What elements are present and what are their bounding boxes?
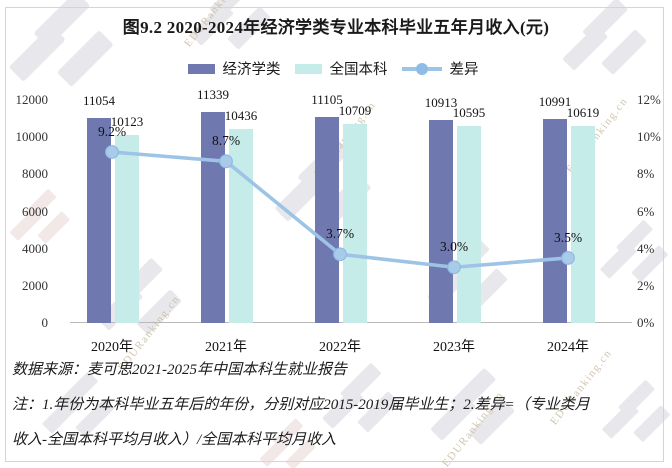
bar-economics <box>429 120 453 323</box>
legend: 经济学类 全国本科 差异 <box>0 58 672 79</box>
bar-national <box>343 123 367 323</box>
legend-swatch-economics <box>187 63 215 74</box>
legend-label-economics: 经济学类 <box>222 62 281 78</box>
bar-economics <box>315 116 339 323</box>
legend-swatch-diff <box>401 62 442 75</box>
diff-point-label: 3.7% <box>325 226 355 242</box>
bar-national <box>571 125 595 323</box>
bar-value-national: 10619 <box>566 104 600 120</box>
bar-value-economics: 10991 <box>538 93 572 109</box>
x-axis-label: 2024年 <box>547 340 589 355</box>
bar-economics <box>543 118 567 323</box>
legend-marker-dot <box>415 62 428 75</box>
bar-national <box>115 134 139 323</box>
bar-value-national: 10709 <box>338 102 372 118</box>
bar-value-economics: 11054 <box>82 92 116 108</box>
x-axis-label: 2023年 <box>433 340 475 355</box>
y-axis-left-tick: 2000 <box>22 277 48 293</box>
bar-value-national: 10436 <box>224 108 258 124</box>
footnote-line1: 注：1.年份为本科毕业五年后的年份，分别对应2015-2019届毕业生；2.差异… <box>12 397 590 413</box>
y-axis-right-tick: 0% <box>637 315 655 330</box>
y-axis-right-tick: 6% <box>637 203 655 219</box>
diff-point-label: 8.7% <box>211 133 241 149</box>
diff-point-label: 3.5% <box>553 229 583 245</box>
bar-value-national: 10595 <box>452 105 486 121</box>
diff-point-label: 3.0% <box>439 239 469 255</box>
figure-border <box>5 7 664 462</box>
bar-national <box>457 126 481 323</box>
bar-value-economics: 11105 <box>311 91 343 107</box>
y-axis-left-tick: 4000 <box>22 240 48 256</box>
y-axis-left-tick: 6000 <box>22 203 48 219</box>
y-axis-right-tick: 12% <box>637 92 661 107</box>
bar-value-economics: 10913 <box>424 95 458 111</box>
bar-value-national: 10123 <box>110 113 144 129</box>
bar-economics <box>87 117 111 323</box>
y-axis-left-tick: 0 <box>41 315 49 330</box>
y-axis-left-tick: 8000 <box>22 166 48 182</box>
x-axis-label: 2021年 <box>205 340 247 355</box>
chart-title: 图9.2 2020-2024年经济学类专业本科毕业五年月收入(元) <box>122 18 550 37</box>
y-axis-right-tick: 2% <box>637 277 655 293</box>
footnote-line2: 收入-全国本科平均月收入）/全国本科平均月收入 <box>12 432 337 448</box>
y-axis-left-tick: 10000 <box>15 129 49 145</box>
y-axis-left-tick: 12000 <box>15 92 49 107</box>
legend-label-national: 全国本科 <box>329 62 388 78</box>
y-axis-right-tick: 8% <box>637 166 655 182</box>
y-axis-right-tick: 10% <box>637 129 661 145</box>
bar-value-economics: 11339 <box>196 87 230 103</box>
bar-national <box>229 129 253 323</box>
x-axis-label: 2022年 <box>319 340 361 355</box>
y-axis-right-tick: 4% <box>637 240 655 256</box>
x-axis-label: 2020年 <box>91 340 133 355</box>
source-note: 数据来源：麦可思2021-2025年中国本科生就业报告 <box>12 362 347 378</box>
diff-point-label: 9.2% <box>97 124 127 140</box>
legend-label-diff: 差异 <box>449 62 479 78</box>
legend-swatch-national <box>294 63 322 74</box>
